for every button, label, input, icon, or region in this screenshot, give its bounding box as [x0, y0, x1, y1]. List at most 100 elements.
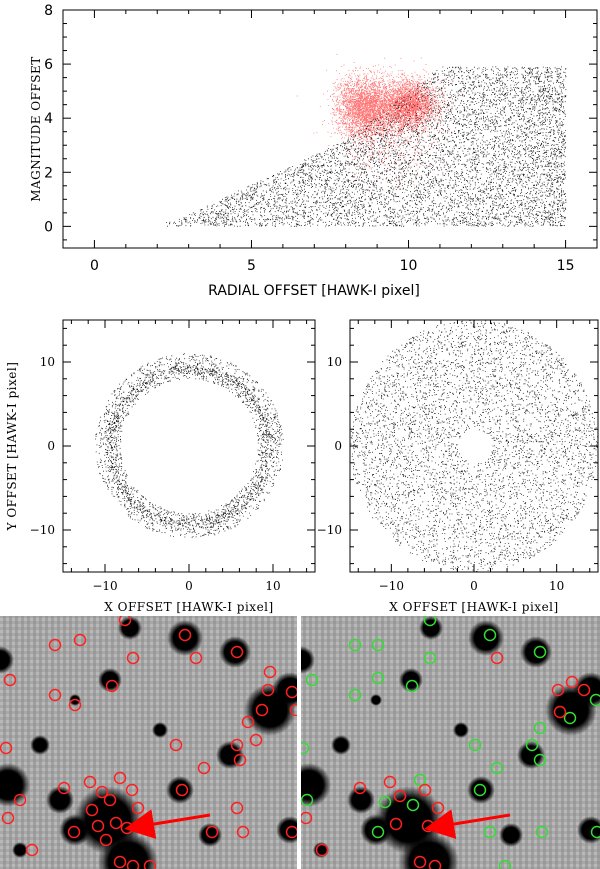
red-detection-circle	[175, 783, 189, 797]
y-tick-label: 0	[47, 439, 55, 453]
star	[0, 646, 14, 674]
red-detection-circle	[230, 645, 244, 659]
red-detection-circle	[83, 775, 97, 789]
red-detection-circle	[301, 811, 313, 825]
x-tick-label: 10	[265, 579, 280, 593]
green-detection-circle	[301, 793, 314, 807]
red-detection-circle	[263, 665, 277, 679]
green-detection-circle	[535, 825, 549, 839]
red-detection-circle	[3, 673, 17, 687]
panel2-ticks: −10 0 10 −10 0 10	[30, 320, 315, 593]
y-tick-label: 0	[44, 219, 53, 235]
red-detection-circle	[73, 633, 87, 647]
star	[467, 776, 495, 804]
green-detection-circle	[371, 638, 385, 652]
xy-disk-panel: −10 0 10 −10 0 10 X OFFSET [HAWK-I pixel]	[317, 319, 599, 614]
green-detection-circle	[533, 753, 547, 767]
red-detection-circle	[389, 817, 403, 831]
star	[399, 832, 459, 869]
red-detection-circle	[383, 775, 397, 789]
star	[272, 672, 297, 708]
radial-magnitude-panel: 0 5 10 15 0 2 4 6 8 RADIAL OFFSET [HAWK-I pixel]…	[29, 3, 598, 299]
panel1-ylabel: MAGNITUDE OFFSET	[29, 56, 43, 202]
red-detection-circle	[490, 651, 504, 665]
star	[167, 620, 203, 656]
red-detection-circle	[113, 855, 127, 869]
red-detection-circle	[289, 703, 297, 717]
green-detection-circle	[490, 761, 504, 775]
xy-ring-panel: −10 0 10 −10 0 10 X OFFSET [HAWK-I pixel] Y O…	[5, 319, 316, 614]
green-detection-circle	[423, 616, 437, 627]
y-tick-label: −10	[30, 523, 55, 537]
y-tick-label: 2	[44, 165, 53, 181]
star	[347, 786, 375, 814]
green-detection-circle	[423, 651, 437, 665]
y-tick-label: 4	[44, 111, 53, 127]
disk-points-series	[350, 320, 599, 573]
green-detection-circle	[533, 721, 547, 735]
red-detection-circle	[205, 825, 219, 839]
green-detection-circle	[473, 783, 487, 797]
green-detection-circle	[371, 671, 385, 685]
red-detection-circle	[91, 819, 105, 833]
panel2-ylabel: Y OFFSET [HAWK-I pixel]	[5, 362, 19, 532]
panel2-xlabel: X OFFSET [HAWK-I pixel]	[104, 600, 273, 614]
star	[12, 842, 28, 858]
y-tick-label: −10	[317, 523, 342, 537]
star	[517, 741, 545, 769]
star	[98, 832, 158, 869]
y-tick-label: 6	[44, 57, 53, 73]
x-tick-label: 5	[247, 258, 256, 274]
image-divider	[297, 616, 301, 869]
red-detection-circle	[109, 816, 123, 830]
red-detection-circle	[48, 638, 62, 652]
red-detection-circle	[413, 855, 427, 869]
y-tick-label: 10	[327, 355, 342, 369]
y-tick-label: 0	[334, 439, 342, 453]
green-detection-circle	[348, 688, 362, 702]
x-tick-label: 10	[549, 579, 564, 593]
green-detection-circle	[405, 679, 419, 693]
red-detection-circle	[67, 825, 81, 839]
green-detection-circle	[413, 773, 427, 787]
red-detection-circle	[418, 783, 432, 797]
left-image-panel	[0, 616, 297, 869]
red-detection-circle	[241, 715, 255, 729]
red-detection-circle	[57, 781, 71, 795]
y-tick-label: 10	[40, 355, 55, 369]
x-tick-label: 15	[557, 258, 575, 274]
green-detection-circle	[371, 825, 385, 839]
red-detection-circle	[68, 698, 82, 712]
xy-disk-points	[350, 320, 599, 573]
green-detection-circle	[305, 673, 319, 687]
star	[0, 763, 30, 807]
red-detection-circle	[261, 683, 275, 697]
red-detection-circle	[428, 859, 442, 869]
x-tick-label: −10	[379, 579, 404, 593]
red-points-series	[296, 53, 470, 199]
star	[216, 741, 244, 769]
red-detection-circle	[233, 753, 247, 767]
green-detection-circle	[301, 741, 310, 755]
red-detection-circle	[285, 685, 297, 699]
y-tick-label: 8	[44, 3, 53, 19]
red-detection-circle	[105, 679, 119, 693]
red-detection-circle	[353, 781, 367, 795]
star	[453, 722, 469, 738]
green-detection-circle	[468, 738, 482, 752]
red-detection-circle	[230, 801, 244, 815]
x-tick-label: −10	[92, 579, 117, 593]
star	[152, 722, 168, 738]
red-detection-circle	[113, 771, 127, 785]
red-detection-circle	[393, 789, 407, 803]
green-detection-circle	[590, 825, 600, 839]
panel3-xlabel: X OFFSET [HAWK-I pixel]	[389, 600, 558, 614]
green-detection-circle	[483, 628, 497, 642]
left-image-circles	[0, 616, 297, 869]
red-detection-circle	[126, 859, 140, 869]
ring-points-series	[95, 353, 284, 538]
red-detection-circle	[126, 651, 140, 665]
red-detection-circle	[230, 738, 244, 752]
star	[499, 823, 523, 847]
red-detection-circle	[1, 811, 15, 825]
